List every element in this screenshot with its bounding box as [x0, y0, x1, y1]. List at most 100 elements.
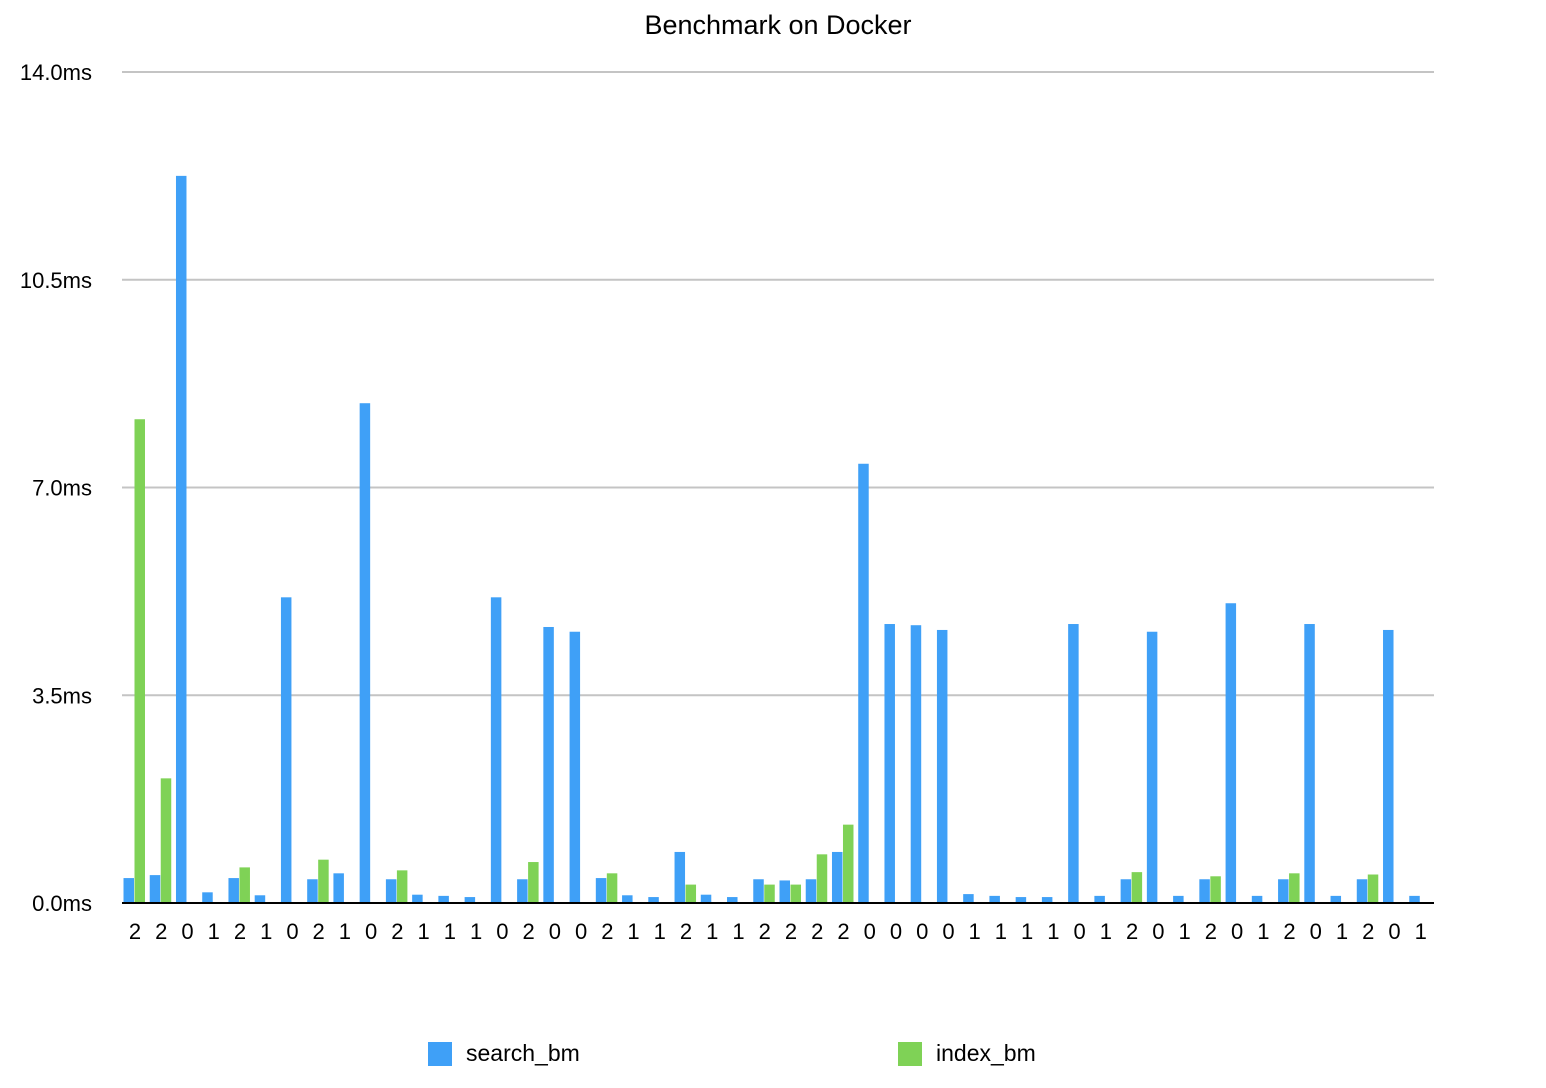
bar-index-bm [685, 884, 697, 903]
bar-search-bm [1409, 895, 1420, 903]
bar-search-bm [1304, 624, 1315, 903]
bar-search-bm [1173, 895, 1184, 903]
bar-search-bm [1356, 879, 1368, 903]
x-tick-label: 1 [1047, 919, 1059, 944]
bar-search-bm [123, 878, 134, 903]
x-tick-label: 0 [942, 919, 954, 944]
bar-search-bm [1041, 897, 1053, 903]
x-tick-label: 1 [444, 919, 456, 944]
x-tick-label: 1 [969, 919, 981, 944]
bar-search-bm [831, 851, 843, 903]
x-tick-label: 2 [1126, 919, 1138, 944]
bars [123, 175, 1420, 903]
bar-search-bm [359, 403, 371, 903]
x-tick-label: 0 [1231, 919, 1243, 944]
bar-index-bm [790, 884, 801, 903]
x-tick-label: 2 [1205, 919, 1217, 944]
bar-index-bm [396, 870, 408, 903]
x-tick-label: 2 [601, 919, 613, 944]
x-tick-label: 0 [181, 919, 193, 944]
y-tick-label: 3.5ms [32, 683, 92, 708]
gridlines [122, 71, 1434, 697]
x-tick-label: 0 [365, 919, 377, 944]
bar-search-bm [622, 895, 633, 903]
bar-index-bm [160, 778, 172, 903]
x-tick-label: 0 [549, 919, 561, 944]
x-tick-label: 2 [234, 919, 246, 944]
bar-search-bm [884, 624, 895, 903]
bar-index-bm [606, 873, 618, 903]
bar-search-bm [1068, 624, 1079, 903]
chart-title: Benchmark on Docker [644, 10, 912, 40]
bar-search-bm [517, 879, 528, 903]
bar-search-bm [1146, 631, 1158, 903]
bar-search-bm [989, 895, 1000, 903]
x-tick-label: 2 [313, 919, 325, 944]
bar-index-bm [318, 859, 329, 903]
legend-swatch-index-bm [898, 1041, 922, 1066]
x-tick-label: 1 [1415, 919, 1427, 944]
bar-index-bm [1210, 876, 1221, 903]
bar-search-bm [595, 878, 607, 903]
bar-search-bm [1015, 897, 1027, 903]
bar-search-bm [202, 892, 213, 903]
bar-search-bm [307, 879, 318, 903]
bar-search-bm [1225, 603, 1237, 903]
bar-search-bm [569, 631, 581, 903]
x-tick-label: 2 [785, 919, 797, 944]
bar-index-bm [1367, 874, 1379, 903]
x-tick-label: 2 [155, 919, 167, 944]
bar-index-bm [1289, 873, 1300, 903]
x-tick-label: 1 [1257, 919, 1269, 944]
bar-search-bm [805, 879, 817, 903]
x-tick-label: 1 [627, 919, 639, 944]
bar-search-bm [490, 597, 502, 903]
x-tick-label: 0 [1152, 919, 1164, 944]
bar-search-bm [727, 897, 738, 903]
bar-index-bm [134, 419, 145, 903]
bar-index-bm [842, 824, 854, 903]
bar-search-bm [858, 463, 869, 903]
bar-index-bm [528, 862, 539, 903]
bar-search-bm [228, 878, 239, 903]
x-tick-label: 0 [496, 919, 508, 944]
bar-search-bm [1120, 879, 1132, 903]
bar-search-bm [464, 897, 476, 903]
x-tick-label: 0 [864, 919, 876, 944]
x-tick-label: 1 [1178, 919, 1190, 944]
x-tick-label: 1 [1336, 919, 1348, 944]
x-tick-label: 1 [995, 919, 1007, 944]
x-tick-label: 2 [391, 919, 403, 944]
bar-search-bm [910, 625, 922, 903]
bar-search-bm [1383, 629, 1394, 903]
x-tick-label: 1 [1100, 919, 1112, 944]
bar-search-bm [936, 629, 948, 903]
x-tick-label: 2 [680, 919, 692, 944]
bar-index-bm [764, 884, 775, 903]
x-tick-label: 1 [732, 919, 744, 944]
bar-search-bm [438, 895, 449, 903]
x-tick-label: 2 [1283, 919, 1295, 944]
bar-index-bm [816, 854, 828, 903]
legend-item-index-bm: index_bm [898, 1040, 1036, 1067]
y-tick-label: 14.0ms [20, 60, 92, 85]
bar-search-bm [1278, 879, 1289, 903]
x-tick-label: 2 [837, 919, 849, 944]
x-tick-label: 0 [575, 919, 587, 944]
x-tick-label: 0 [1310, 919, 1322, 944]
legend-item-search-bm: search_bm [428, 1040, 580, 1067]
bar-index-bm [1131, 872, 1143, 903]
bar-search-bm [175, 175, 187, 903]
bar-search-bm [385, 879, 397, 903]
y-tick-label: 0.0ms [32, 891, 92, 916]
bar-search-bm [1251, 895, 1263, 903]
bar-search-bm [779, 880, 790, 903]
bar-search-bm [648, 897, 659, 903]
x-tick-label: 1 [260, 919, 272, 944]
bar-index-bm [239, 867, 250, 903]
y-tick-label: 7.0ms [32, 476, 92, 501]
x-tick-label: 0 [1074, 919, 1086, 944]
legend-label-search-bm: search_bm [466, 1040, 580, 1066]
x-tick-label: 1 [706, 919, 718, 944]
legend-swatch-search-bm [428, 1041, 452, 1066]
